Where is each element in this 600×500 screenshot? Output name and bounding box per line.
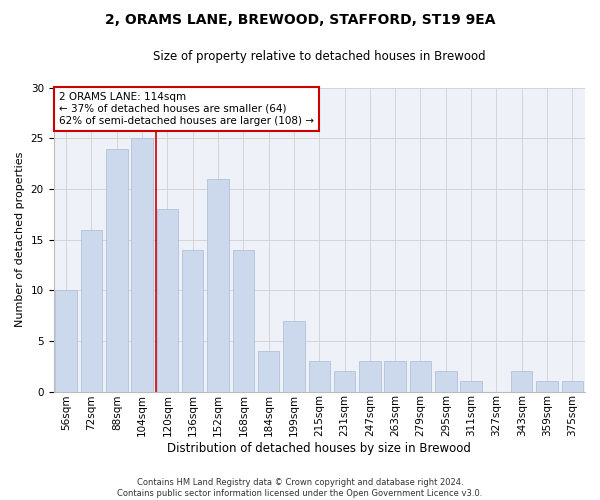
Bar [511,372,532,392]
Bar [435,372,457,392]
Bar [410,361,431,392]
Bar [233,250,254,392]
Bar [182,250,203,392]
Bar [131,138,153,392]
Bar [536,382,558,392]
Bar [460,382,482,392]
Bar [308,361,330,392]
Text: Contains HM Land Registry data © Crown copyright and database right 2024.
Contai: Contains HM Land Registry data © Crown c… [118,478,482,498]
X-axis label: Distribution of detached houses by size in Brewood: Distribution of detached houses by size … [167,442,471,455]
Bar [283,320,305,392]
Bar [385,361,406,392]
Bar [359,361,380,392]
Title: Size of property relative to detached houses in Brewood: Size of property relative to detached ho… [153,50,485,63]
Text: 2 ORAMS LANE: 114sqm
← 37% of detached houses are smaller (64)
62% of semi-detac: 2 ORAMS LANE: 114sqm ← 37% of detached h… [59,92,314,126]
Text: 2, ORAMS LANE, BREWOOD, STAFFORD, ST19 9EA: 2, ORAMS LANE, BREWOOD, STAFFORD, ST19 9… [105,12,495,26]
Bar [81,230,102,392]
Bar [334,372,355,392]
Bar [207,179,229,392]
Bar [106,148,128,392]
Bar [258,351,280,392]
Bar [157,210,178,392]
Y-axis label: Number of detached properties: Number of detached properties [15,152,25,328]
Bar [55,290,77,392]
Bar [562,382,583,392]
